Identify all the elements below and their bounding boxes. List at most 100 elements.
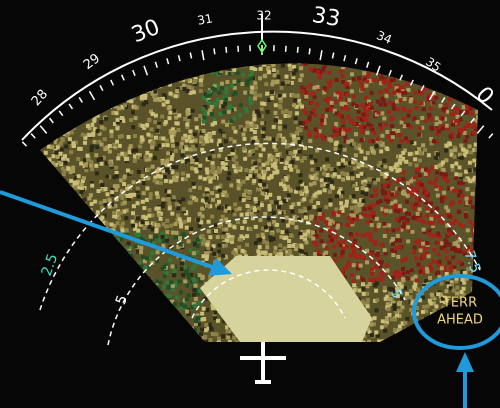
terrain-cell	[455, 291, 459, 296]
terrain-cell	[190, 159, 194, 164]
terrain-cell	[415, 187, 420, 192]
terrain-cell	[298, 142, 303, 147]
terrain-cell	[444, 102, 449, 107]
terrain-cell	[204, 167, 209, 172]
terrain-cell	[244, 109, 249, 114]
terrain-cell	[273, 214, 278, 219]
terrain-cell	[439, 294, 444, 299]
terrain-cell	[148, 195, 153, 200]
terrain-cell	[350, 222, 355, 227]
terrain-cell	[183, 116, 188, 121]
terrain-cell	[373, 228, 378, 233]
terrain-cell	[86, 157, 91, 162]
terrain-cell	[422, 190, 427, 195]
terrain-cell	[195, 244, 200, 249]
terrain-cell	[253, 67, 258, 71]
terrain-cell	[292, 136, 296, 141]
terrain-cell	[279, 159, 284, 164]
terrain-cell	[277, 151, 282, 156]
terrain-cell	[129, 118, 133, 122]
terrain-cell	[429, 268, 434, 273]
terrain-cell	[170, 287, 175, 291]
terrain-cell	[450, 167, 455, 172]
terrain-cell	[391, 228, 396, 233]
terrain-cell	[385, 302, 390, 307]
terrain-cell	[387, 286, 392, 291]
terrain-cell	[341, 124, 346, 129]
terrain-cell	[111, 110, 116, 115]
terrain-cell	[352, 141, 356, 146]
terrain-cell	[210, 161, 215, 166]
terrain-cell	[107, 149, 112, 154]
terrain-cell	[397, 161, 402, 166]
terrain-cell	[170, 153, 175, 157]
terrain-cell	[423, 119, 428, 123]
terrain-cell	[344, 264, 349, 269]
terrain-cell	[291, 202, 296, 207]
terrain-cell	[283, 166, 288, 170]
terrain-cell	[317, 129, 322, 134]
terrain-cell	[97, 131, 102, 136]
terrain-cell	[137, 232, 142, 237]
terrain-cell	[248, 227, 253, 231]
terrain-cell	[177, 199, 182, 204]
terrain-cell	[127, 184, 132, 189]
terrain-cell	[153, 89, 158, 94]
terrain-cell	[169, 223, 174, 228]
terrain-cell	[167, 201, 172, 206]
terrain-cell	[227, 155, 232, 160]
terrain-cell	[232, 67, 237, 72]
terrain-cell	[80, 179, 85, 183]
terrain-cell	[365, 291, 370, 296]
terrain-cell	[449, 264, 453, 269]
terrain-cell	[268, 253, 273, 258]
terrain-cell	[201, 129, 206, 133]
terrain-cell	[233, 129, 238, 134]
terrain-cell	[337, 127, 342, 132]
terrain-cell	[252, 208, 257, 212]
terrain-cell	[63, 154, 67, 159]
terrain-cell	[458, 172, 463, 177]
terrain-cell	[189, 195, 194, 199]
terrain-cell	[389, 78, 394, 82]
terrain-cell	[181, 149, 185, 154]
terrain-cell	[344, 199, 349, 204]
terrain-cell	[117, 143, 122, 148]
terrain-cell	[119, 178, 124, 183]
terrain-cell	[251, 214, 256, 218]
terrain-cell	[352, 279, 357, 284]
terrain-cell	[253, 91, 258, 95]
terrain-cell	[277, 195, 281, 200]
terrain-cell	[213, 316, 218, 321]
terrain-cell	[399, 284, 404, 289]
terrain-cell	[359, 171, 364, 176]
terrain-cell	[145, 221, 149, 226]
terrain-cell	[195, 331, 200, 336]
terrain-cell	[141, 191, 146, 196]
terrain-cell	[365, 260, 369, 265]
terrain-cell	[278, 96, 283, 101]
terrain-cell	[146, 132, 151, 137]
terrain-cell	[427, 228, 432, 233]
terrain-cell	[144, 197, 149, 202]
terrain-cell	[196, 322, 201, 327]
terrain-cell	[198, 114, 203, 118]
terrain-cell	[344, 92, 349, 97]
terrain-cell	[112, 175, 117, 180]
terrain-cell	[189, 147, 194, 152]
terrain-cell	[158, 136, 163, 141]
terrain-cell	[79, 182, 84, 187]
terrain-cell	[146, 167, 151, 172]
terrain-cell	[157, 238, 162, 243]
terrain-cell	[250, 149, 255, 153]
terrain-cell	[370, 210, 375, 215]
terrain-cell	[261, 134, 266, 139]
terrain-cell	[452, 154, 457, 159]
terrain-cell	[364, 83, 369, 88]
terrain-cell	[279, 235, 284, 239]
terrain-cell	[131, 223, 135, 228]
terrain-cell	[447, 186, 452, 191]
terrain-cell	[391, 242, 395, 247]
terrain-cell	[158, 280, 163, 285]
terrain-cell	[434, 214, 439, 219]
